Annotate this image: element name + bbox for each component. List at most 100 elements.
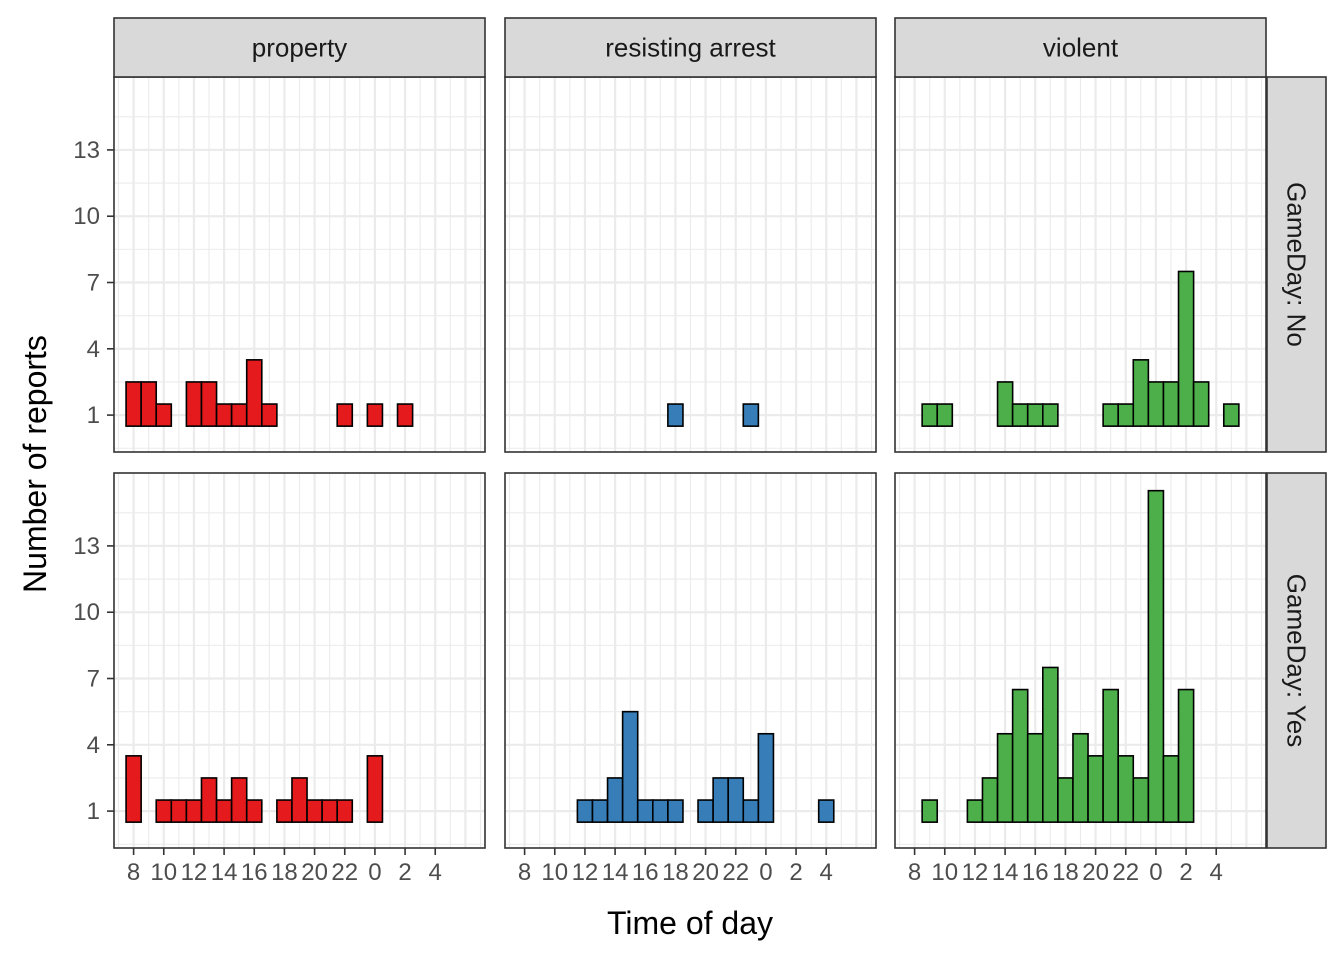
x-tick-label: 0 bbox=[368, 859, 381, 886]
x-axis-resisting-arrest: 8 10 12 14 16 18 20 22 0 2 4 bbox=[518, 848, 833, 886]
bar-property-gameday-no-17 bbox=[260, 403, 278, 427]
x-tick-label: 18 bbox=[271, 859, 298, 886]
x-tick-label: 8 bbox=[908, 859, 921, 886]
bar-violent-gameday-no-23 bbox=[1132, 359, 1150, 427]
y-tick-label: 4 bbox=[87, 336, 100, 363]
x-tick-label: 8 bbox=[518, 859, 531, 886]
bar-property-gameday-yes-8 bbox=[125, 755, 142, 823]
bar-property-gameday-no-8 bbox=[125, 381, 142, 427]
x-tick-label: 10 bbox=[541, 859, 568, 886]
x-tick-label: 0 bbox=[759, 859, 772, 886]
bar-property-gameday-no-12 bbox=[185, 381, 203, 427]
bar-violent-gameday-yes-23 bbox=[1132, 777, 1150, 823]
strip-background bbox=[504, 17, 877, 78]
y-tick-label: 13 bbox=[73, 533, 100, 560]
y-axis-gameday-yes: 1 4 7 10 13 bbox=[73, 533, 114, 825]
strip-property: property bbox=[113, 17, 486, 78]
panel-property-gameday-no bbox=[113, 76, 486, 453]
x-tick-label: 10 bbox=[931, 859, 958, 886]
x-axis-property: 8 10 12 14 16 18 20 22 0 2 4 bbox=[127, 848, 442, 886]
bar-violent-gameday-no-24 bbox=[1147, 381, 1165, 427]
bar-resisting-arrest-gameday-yes-15 bbox=[621, 710, 639, 823]
bar-violent-gameday-yes-24 bbox=[1147, 489, 1165, 823]
bar-violent-gameday-no-27 bbox=[1192, 381, 1210, 427]
bar-property-gameday-no-26 bbox=[396, 403, 414, 427]
bar-property-gameday-yes-24 bbox=[366, 755, 384, 823]
x-tick-label: 20 bbox=[1082, 859, 1109, 886]
bar-resisting-arrest-gameday-yes-17 bbox=[651, 799, 669, 823]
row-strip-gameday-no: GameDay: No bbox=[1266, 76, 1327, 453]
bar-property-gameday-no-16 bbox=[245, 359, 263, 427]
y-tick-label: 4 bbox=[87, 732, 100, 759]
x-tick-label: 20 bbox=[301, 859, 328, 886]
x-tick-label: 20 bbox=[692, 859, 719, 886]
x-tick-label: 22 bbox=[1112, 859, 1139, 886]
bar-violent-gameday-yes-15 bbox=[1011, 688, 1029, 823]
row-strip-background bbox=[1266, 472, 1327, 849]
bar-property-gameday-no-14 bbox=[215, 403, 233, 427]
bar-resisting-arrest-gameday-yes-13 bbox=[591, 799, 609, 823]
bar-resisting-arrest-gameday-yes-12 bbox=[576, 799, 594, 823]
panels-layer bbox=[113, 76, 1267, 849]
x-tick-label: 2 bbox=[398, 859, 411, 886]
bar-violent-gameday-no-21 bbox=[1102, 403, 1120, 427]
row-strip-background bbox=[1266, 76, 1327, 453]
bar-resisting-arrest-gameday-yes-24 bbox=[757, 732, 775, 823]
x-tick-label: 4 bbox=[1210, 859, 1223, 886]
bar-violent-gameday-no-26 bbox=[1177, 270, 1195, 427]
x-tick-label: 14 bbox=[602, 859, 629, 886]
bar-violent-gameday-no-29 bbox=[1222, 403, 1240, 427]
y-tick-label: 7 bbox=[87, 270, 100, 297]
bar-property-gameday-yes-21 bbox=[321, 799, 339, 823]
bar-property-gameday-yes-14 bbox=[215, 799, 233, 823]
panel-border bbox=[894, 472, 1267, 849]
bar-property-gameday-yes-20 bbox=[306, 799, 323, 823]
x-tick-label: 22 bbox=[722, 859, 749, 886]
y-tick-label: 7 bbox=[87, 666, 100, 693]
panel-resisting-arrest-gameday-no bbox=[504, 76, 877, 453]
bar-violent-gameday-yes-9 bbox=[921, 799, 939, 823]
x-tick-label: 4 bbox=[820, 859, 833, 886]
bar-property-gameday-yes-15 bbox=[230, 777, 248, 823]
bar-resisting-arrest-gameday-yes-22 bbox=[727, 777, 745, 823]
bar-violent-gameday-yes-19 bbox=[1072, 732, 1089, 823]
bar-resisting-arrest-gameday-no-23 bbox=[742, 403, 760, 427]
bar-violent-gameday-yes-12 bbox=[966, 799, 984, 823]
bar-property-gameday-no-24 bbox=[366, 403, 384, 427]
x-tick-label: 14 bbox=[211, 859, 238, 886]
x-tick-label: 2 bbox=[789, 859, 802, 886]
panel-property-gameday-yes bbox=[113, 472, 486, 849]
x-tick-label: 10 bbox=[150, 859, 177, 886]
x-tick-label: 12 bbox=[572, 859, 599, 886]
bar-property-gameday-yes-12 bbox=[185, 799, 203, 823]
x-tick-label: 12 bbox=[962, 859, 989, 886]
bar-property-gameday-no-9 bbox=[140, 381, 158, 427]
x-axis-title: Time of day bbox=[607, 905, 773, 941]
bar-violent-gameday-yes-13 bbox=[981, 777, 999, 823]
bar-violent-gameday-yes-25 bbox=[1162, 755, 1180, 823]
x-axis-violent: 8 10 12 14 16 18 20 22 0 2 4 bbox=[908, 848, 1223, 886]
strip-background bbox=[894, 17, 1267, 78]
bar-violent-gameday-no-10 bbox=[936, 403, 954, 427]
bar-violent-gameday-yes-26 bbox=[1177, 688, 1195, 823]
bar-resisting-arrest-gameday-yes-28 bbox=[817, 799, 835, 823]
bar-violent-gameday-no-9 bbox=[921, 403, 939, 427]
bar-resisting-arrest-gameday-yes-18 bbox=[667, 799, 684, 823]
bar-violent-gameday-no-22 bbox=[1117, 403, 1135, 427]
bar-violent-gameday-no-14 bbox=[996, 381, 1014, 427]
bar-property-gameday-yes-19 bbox=[291, 777, 308, 823]
x-tick-label: 4 bbox=[429, 859, 442, 886]
x-tick-label: 16 bbox=[241, 859, 268, 886]
bar-violent-gameday-yes-20 bbox=[1087, 755, 1104, 823]
strips-layer: property resisting arrest violent GameDay: … bbox=[113, 17, 1327, 849]
bar-violent-gameday-no-17 bbox=[1041, 403, 1059, 427]
panel-border bbox=[113, 472, 486, 849]
strip-resisting-arrest: resisting arrest bbox=[504, 17, 877, 78]
bar-violent-gameday-yes-17 bbox=[1041, 666, 1059, 823]
bar-violent-gameday-no-15 bbox=[1011, 403, 1029, 427]
y-tick-label: 1 bbox=[87, 798, 100, 825]
x-tick-label: 2 bbox=[1179, 859, 1192, 886]
x-tick-label: 12 bbox=[181, 859, 208, 886]
strip-label: property bbox=[252, 33, 347, 63]
